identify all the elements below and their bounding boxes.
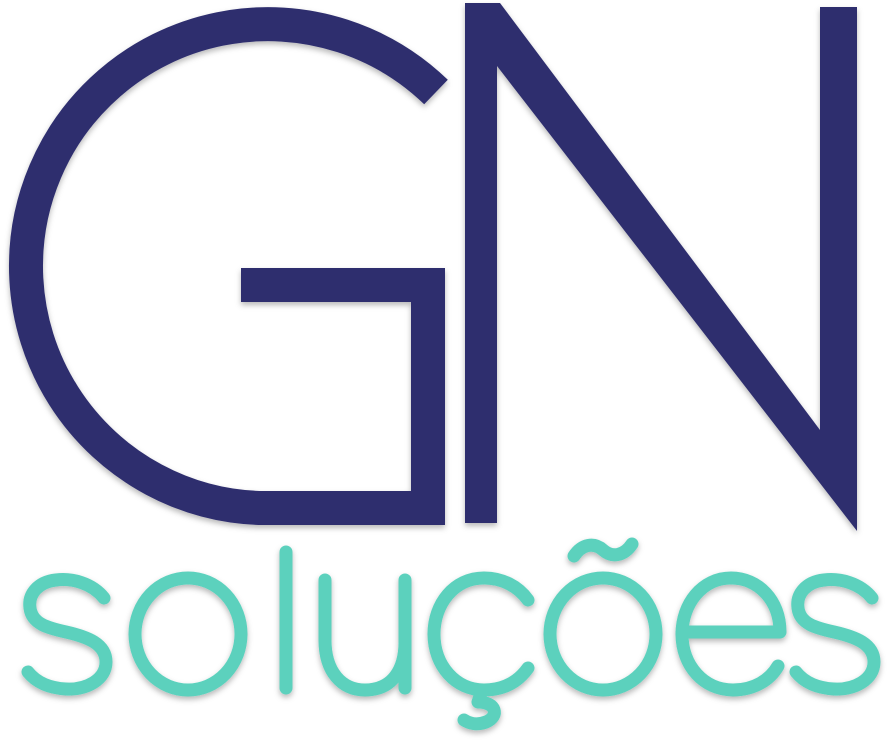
wordmark-c (427, 571, 535, 697)
n-shape (465, 3, 857, 531)
wordmark-o-tilde (543, 571, 663, 697)
logo-letter-g (8, 7, 448, 525)
wordmark-o (128, 571, 248, 697)
logo-wordmark (21, 537, 881, 731)
wordmark-u (318, 573, 412, 697)
wordmark-s (21, 573, 113, 696)
wordmark-s-final (789, 573, 881, 696)
g-arc (8, 7, 448, 525)
wordmark-cedilla (457, 683, 501, 731)
logo-letter-n (465, 3, 857, 531)
wordmark-tilde (567, 537, 639, 563)
wordmark-e (675, 571, 787, 697)
